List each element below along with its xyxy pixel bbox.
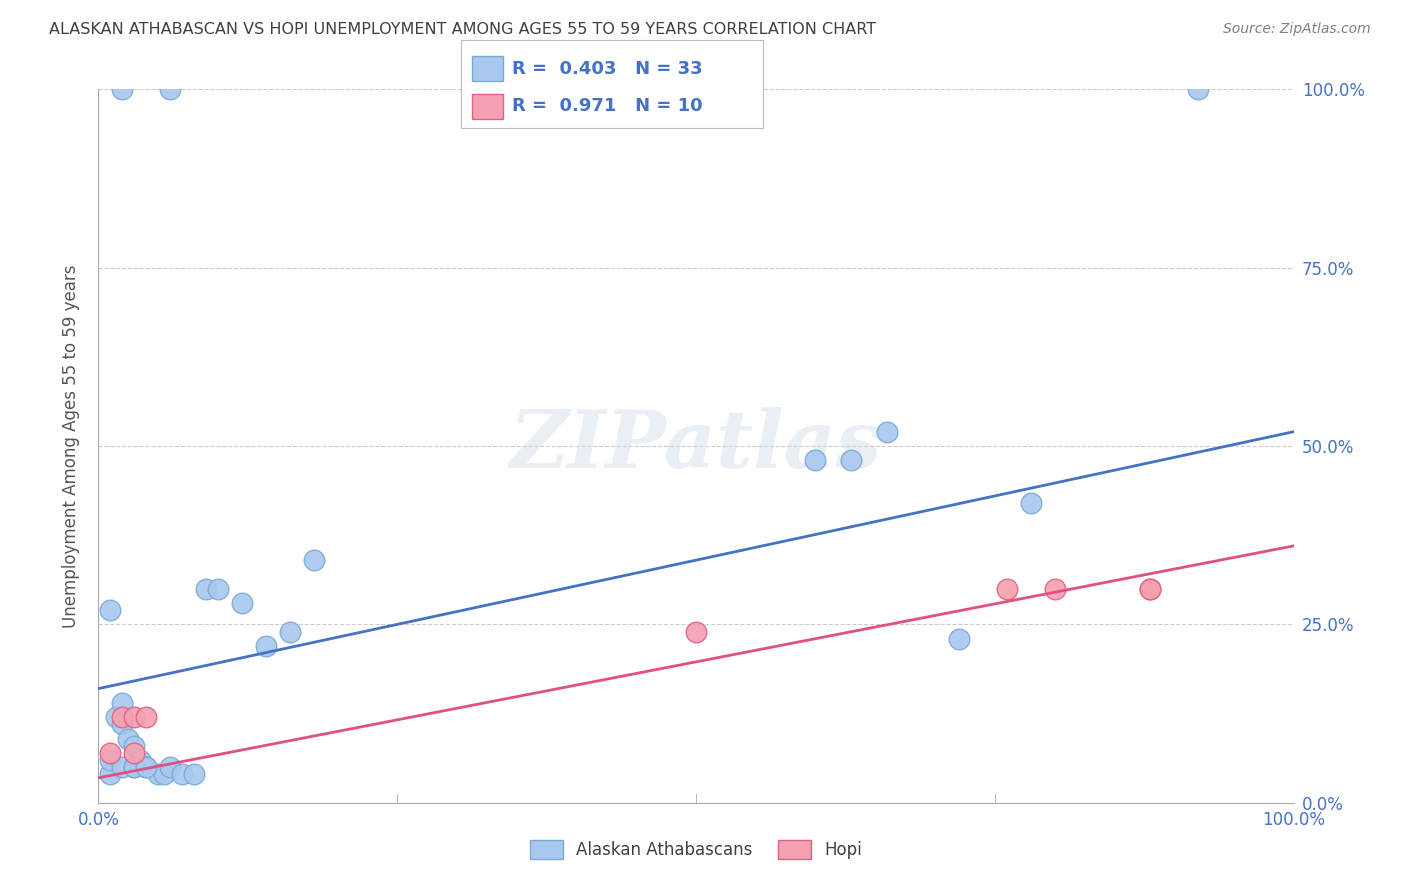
Point (124, 760, 146, 774)
Point (804, 453, 827, 467)
Point (207, 582, 229, 596)
Point (1043, 582, 1066, 596)
Point (111, 710, 134, 724)
Point (876, 425, 898, 439)
Point (195, 582, 218, 596)
Point (183, 767, 205, 781)
Point (124, 760, 146, 774)
Point (172, 767, 194, 781)
Text: R =  0.971   N = 10: R = 0.971 N = 10 (512, 97, 703, 115)
Point (98, 767, 122, 781)
Point (135, 760, 157, 774)
Point (98, 753, 122, 767)
Point (105, 710, 128, 724)
Point (159, 82, 181, 96)
Point (841, 453, 863, 467)
Point (98, 746, 122, 760)
Y-axis label: Unemployment Among Ages 55 to 59 years: Unemployment Among Ages 55 to 59 years (62, 264, 80, 628)
Point (278, 624, 301, 639)
Point (153, 767, 176, 781)
Text: ALASKAN ATHABASCAN VS HOPI UNEMPLOYMENT AMONG AGES 55 TO 59 YEARS CORRELATION CH: ALASKAN ATHABASCAN VS HOPI UNEMPLOYMENT … (49, 22, 876, 37)
Point (1187, 82, 1209, 96)
Text: Source: ZipAtlas.com: Source: ZipAtlas.com (1223, 22, 1371, 37)
Point (124, 746, 146, 760)
Point (254, 639, 277, 653)
Point (995, 582, 1018, 596)
Point (1139, 582, 1161, 596)
Point (117, 731, 139, 746)
Point (159, 760, 181, 774)
Point (124, 739, 146, 753)
Point (148, 767, 170, 781)
Point (231, 596, 253, 610)
Point (948, 632, 970, 646)
Point (111, 760, 134, 774)
Legend: Alaskan Athabascans, Hopi: Alaskan Athabascans, Hopi (523, 833, 869, 866)
Point (685, 624, 707, 639)
Point (98, 603, 122, 617)
Point (124, 710, 146, 724)
Point (111, 696, 134, 710)
Point (135, 760, 157, 774)
Point (302, 553, 325, 567)
Point (1019, 496, 1042, 510)
Text: R =  0.403   N = 33: R = 0.403 N = 33 (512, 60, 703, 78)
Text: ZIPatlas: ZIPatlas (510, 408, 882, 484)
Point (111, 717, 134, 731)
Point (135, 710, 157, 724)
Point (129, 753, 152, 767)
Point (111, 82, 134, 96)
Point (1139, 582, 1161, 596)
